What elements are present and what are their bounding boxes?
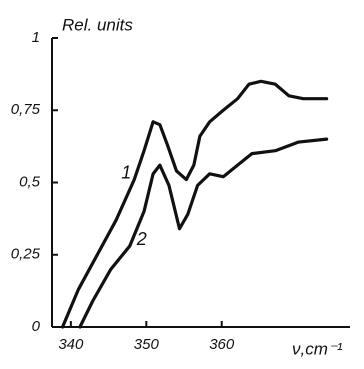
x-tick-label: 340 (58, 336, 84, 353)
x-tick-label: 360 (209, 336, 235, 353)
y-axis-label: Rel. units (62, 15, 133, 34)
y-tick-label: 0,5 (19, 173, 41, 190)
x-tick-label: 350 (134, 336, 160, 353)
line (60, 79, 329, 329)
y-tick-label: 0,25 (11, 246, 41, 263)
line (78, 137, 329, 329)
y-tick-label: 0 (32, 318, 41, 335)
series-label: 1 (121, 162, 131, 182)
y-tick-label: 0,75 (11, 101, 41, 118)
x-axis-label: ν,cm⁻¹ (292, 339, 343, 358)
series-label: 2 (136, 229, 147, 249)
y-tick-label: 1 (32, 29, 40, 46)
